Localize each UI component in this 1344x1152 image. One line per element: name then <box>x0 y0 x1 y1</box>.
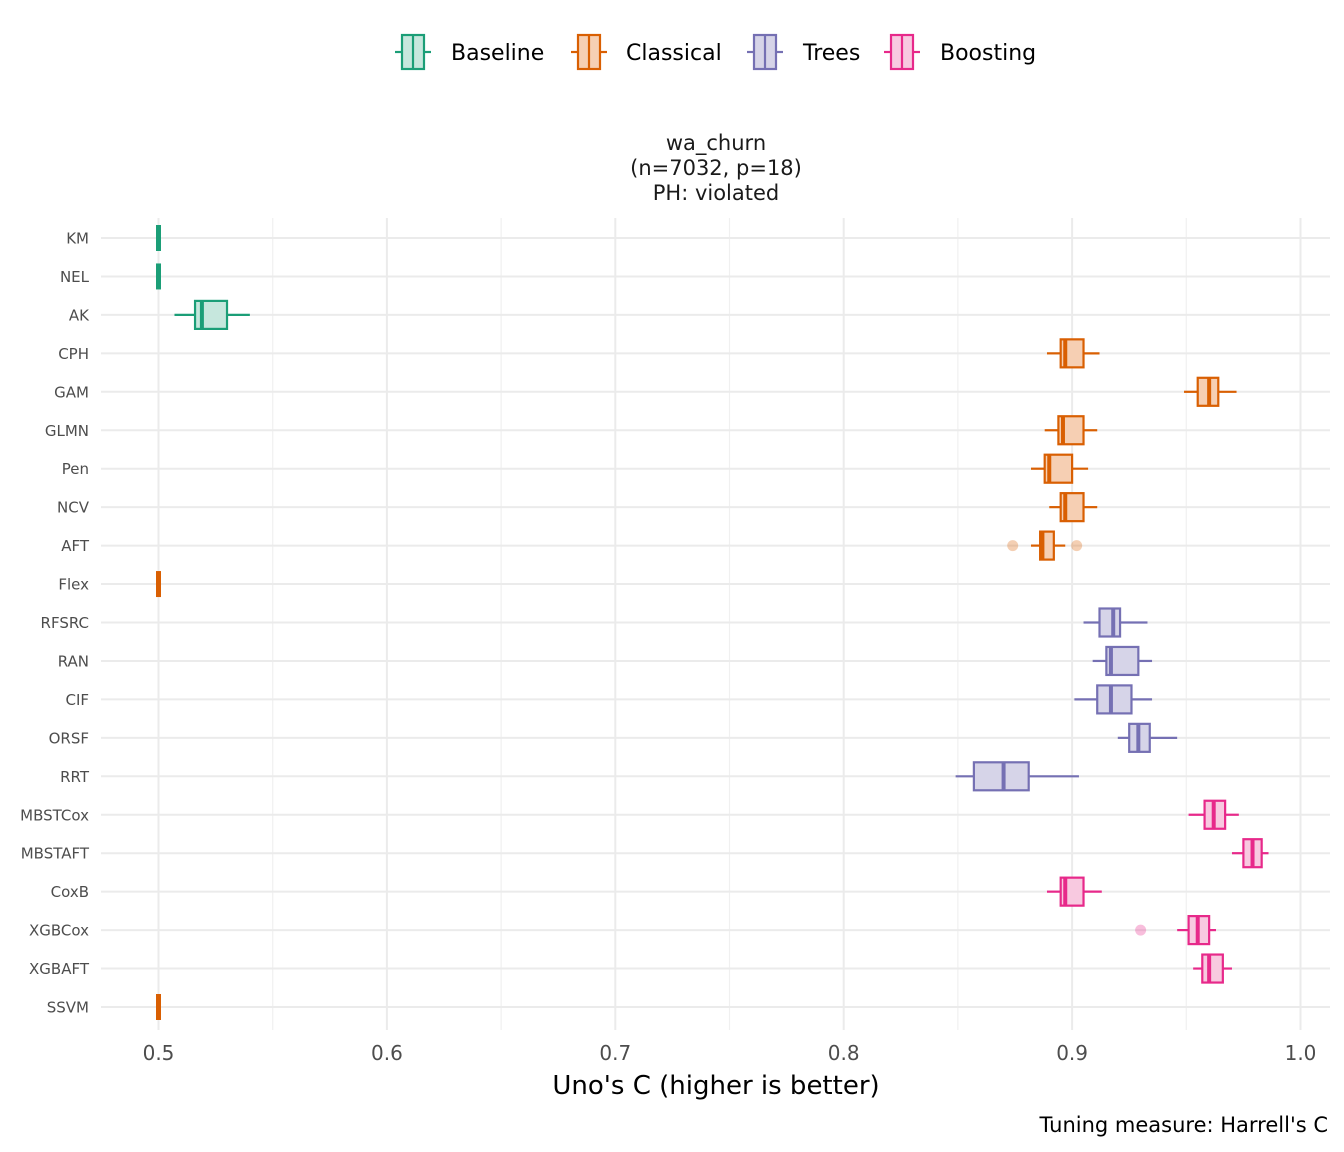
legend: Baseline Classical Trees Boosting <box>395 33 1036 71</box>
x-tick-label: 0.8 <box>828 1041 860 1065</box>
x-tick-label: 0.6 <box>371 1041 403 1065</box>
box-xgbaft <box>1193 953 1232 984</box>
box-rfsrc <box>1083 607 1148 638</box>
legend-item-boosting: Boosting <box>884 33 1036 71</box>
chart-title-block: wa_churn (n=7032, p=18) PH: violated <box>630 131 802 205</box>
chart-caption: Tuning measure: Harrell's C <box>1039 1113 1328 1137</box>
chart-title: wa_churn <box>666 131 766 156</box>
y-tick-label: RRT <box>60 768 90 786</box>
y-tick-label: CPH <box>58 345 89 363</box>
box-iqr <box>1201 953 1224 984</box>
y-tick-label: AK <box>69 306 90 324</box>
y-tick-label: NCV <box>57 499 90 517</box>
y-tick-label: KM <box>66 230 89 248</box>
y-tick-label: SSVM <box>47 999 89 1017</box>
y-tick-label: GAM <box>54 383 89 401</box>
y-tick-label: MBSTAFT <box>21 845 90 863</box>
y-tick-label: NEL <box>60 268 90 286</box>
box-rrt <box>955 761 1079 792</box>
box-iqr <box>1098 607 1122 638</box>
boxes <box>156 225 1269 1020</box>
box-orsf <box>1117 722 1178 753</box>
legend-item-trees: Trees <box>747 33 860 71</box>
y-tick-label: ORSF <box>49 729 89 747</box>
chart-subtitle-line-2: PH: violated <box>653 181 780 205</box>
box-iqr <box>972 761 1030 792</box>
x-axis-title: Uno's C (higher is better) <box>552 1071 879 1101</box>
box-mbstaft <box>1231 838 1269 869</box>
y-tick-label: Pen <box>62 460 89 478</box>
y-tick-label: XGBCox <box>29 922 89 940</box>
box-mbstcox <box>1188 799 1239 830</box>
x-tick-label: 0.5 <box>143 1041 175 1065</box>
legend-label: Boosting <box>940 41 1036 66</box>
box-ncv <box>1049 492 1098 523</box>
x-tick-label: 0.7 <box>599 1041 631 1065</box>
box-cph <box>1046 338 1100 369</box>
y-tick-label: RFSRC <box>41 614 89 632</box>
box-iqr <box>193 299 229 330</box>
y-tick-label: CIF <box>65 691 89 709</box>
box-outlier <box>1135 924 1147 936</box>
box-iqr <box>1096 684 1133 715</box>
y-tick-label: AFT <box>61 537 90 555</box>
legend-label: Classical <box>626 41 722 66</box>
box-aft <box>1007 530 1083 561</box>
y-tick-label: MBSTCox <box>20 806 89 824</box>
x-tick-label: 0.9 <box>1056 1041 1088 1065</box>
box-outlier <box>1007 540 1019 552</box>
y-tick-label: GLMN <box>45 422 89 440</box>
box-glmn <box>1044 415 1098 446</box>
legend-label: Baseline <box>451 41 544 66</box>
legend-label: Trees <box>802 41 860 66</box>
y-axis-labels: KM NEL AK CPH GAM GLMN Pen NCV AFT Flex RFSRC RAN CI… <box>20 230 90 1017</box>
chart-subtitle-line-1: (n=7032, p=18) <box>630 156 802 180</box>
x-tick-label: 1.0 <box>1285 1041 1317 1065</box>
box-outlier <box>1071 540 1083 552</box>
box-ran <box>1092 645 1153 677</box>
y-tick-label: CoxB <box>51 883 89 901</box>
y-tick-label: Flex <box>58 576 89 594</box>
box-gam <box>1184 376 1237 407</box>
y-tick-label: RAN <box>58 652 89 670</box>
box-ak <box>174 299 250 330</box>
grid-lines <box>101 218 1330 1030</box>
box-cif <box>1074 684 1153 715</box>
box-xgbcox <box>1135 914 1216 946</box>
legend-item-baseline: Baseline <box>395 33 544 71</box>
box-pen <box>1030 453 1089 484</box>
y-tick-label: XGBAFT <box>29 960 90 978</box>
x-axis-tick-labels: 0.5 0.6 0.7 0.8 0.9 1.0 <box>143 1041 1317 1065</box>
box-coxb <box>1046 876 1102 907</box>
legend-item-classical: Classical <box>571 33 722 71</box>
